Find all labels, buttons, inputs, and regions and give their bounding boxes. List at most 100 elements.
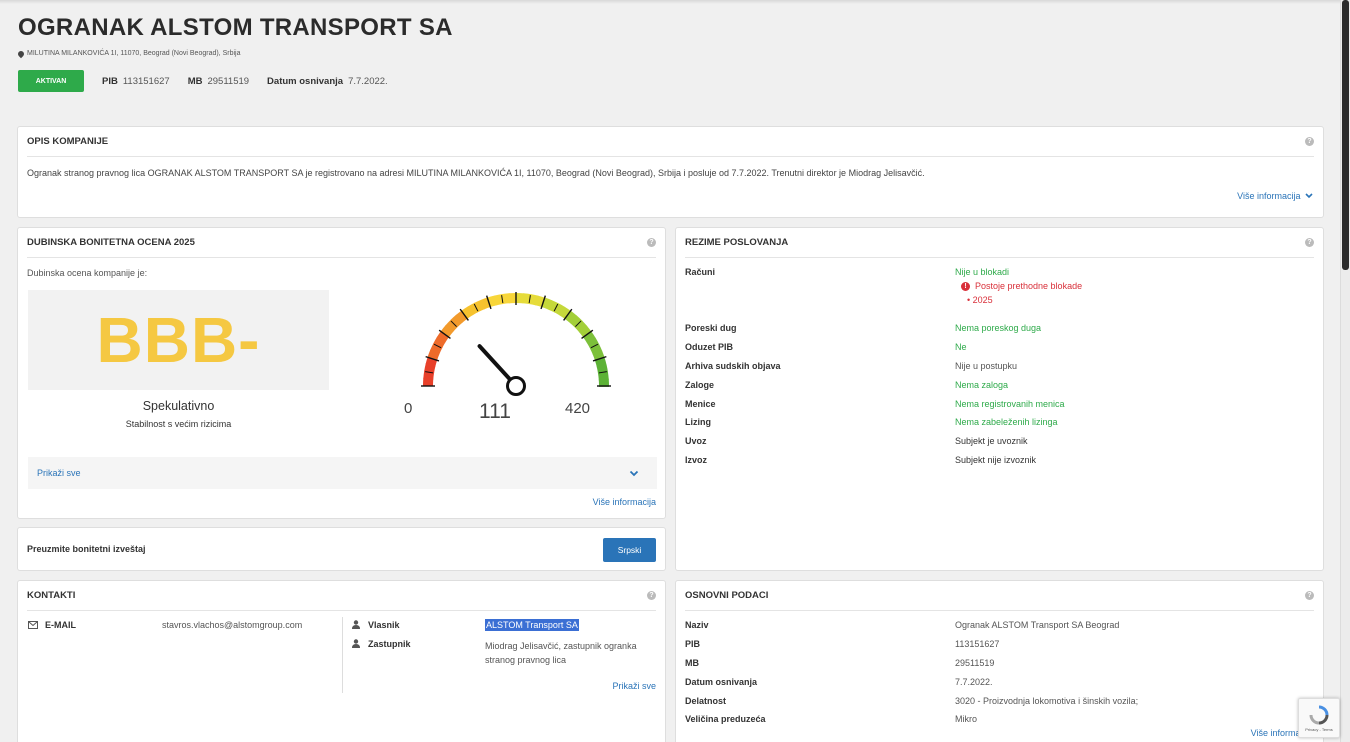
rezime-row-value: Nema zaloga [955, 379, 1009, 390]
gauge-tick [581, 329, 594, 339]
founded-value: 7.7.2022. [348, 75, 388, 87]
top-shadow [0, 0, 1340, 4]
gauge-arc-segment [594, 357, 607, 368]
rezime-row-value: Subjekt nije izvoznik [955, 454, 1037, 465]
osnovni-row-value: 3020 - Proizvodnja lokomotiva i šinskih … [955, 695, 1139, 706]
grade-value: BBB- [96, 304, 261, 376]
rezime-row: Uvoz Subjekt je uvoznik [685, 432, 1315, 451]
gauge-tick [473, 303, 479, 312]
panel-bonitetna-ocena: DUBINSKA BONITETNA OCENA 2025? Dubinska … [17, 227, 666, 519]
gauge-arc-segment [440, 324, 454, 338]
racuni-label: Računi [685, 267, 716, 277]
racuni-value: Nije u blokadi [955, 267, 1010, 277]
osnovni-rows: Naziv Ogranak ALSTOM Transport SA Beograd… [685, 616, 1315, 729]
gauge-tick [459, 308, 469, 321]
show-all-bar[interactable]: Prikaži sve [28, 457, 657, 489]
rezime-row-label: Lizing [685, 417, 711, 428]
osnovni-row-label: PIB [685, 639, 701, 650]
page-scrollbar[interactable] [1340, 0, 1350, 742]
gauge-arc-segment [487, 295, 498, 308]
mb-value: 29511519 [207, 75, 250, 87]
panel-report: Preuzmite bonitetni izveštaj Srpski [17, 527, 666, 571]
help-icon[interactable]: ? [1305, 238, 1314, 247]
help-icon[interactable]: ? [647, 238, 656, 247]
recaptcha-text: Privacy - Terms [1305, 726, 1333, 732]
gauge-tick [590, 343, 599, 349]
gauge-tick [575, 320, 582, 327]
chevron-down-icon [1305, 193, 1313, 199]
opis-more-link[interactable]: Više informacija [1237, 191, 1313, 201]
help-icon[interactable]: ? [1305, 591, 1314, 600]
gauge-arc-segment [589, 343, 603, 356]
zastupnik-label: Zastupnik [368, 639, 411, 649]
osnovni-row-label: Veličina preduzeća [685, 714, 766, 725]
gauge-arc-segment [427, 349, 440, 361]
help-icon[interactable]: ? [1305, 137, 1314, 146]
email-label: E-MAIL [45, 620, 76, 630]
rezime-row-value: Nema poreskog duga [955, 323, 1042, 334]
osnovni-row-value: Ogranak ALSTOM Transport SA Beograd [955, 620, 1120, 631]
mb-label: MB [187, 75, 203, 87]
alert-icon: ! [961, 281, 970, 291]
rezime-row-value: Ne [955, 342, 967, 353]
gauge-arc-segment [541, 297, 553, 310]
rezime-row-label: Poreski dug [685, 323, 737, 334]
gauge-tick [425, 371, 434, 374]
racuni-year: • 2025 [967, 295, 993, 305]
score-gauge [421, 292, 611, 396]
address-text: MILUTINA MILANKOVIĆA 1I, 11070, Beograd … [27, 50, 241, 57]
report-language-button[interactable]: Srpski [603, 538, 656, 562]
rezime-row-value: Nema zabeleženih lizinga [955, 417, 1058, 428]
grade-desc: Stabilnost s većim rizicima [125, 419, 232, 429]
panel-opis-kompanije: OPIS KOMPANIJE? Ogranak stranog pravnog … [17, 126, 1324, 218]
rezime-row-label: Arhiva sudskih objava [685, 360, 781, 371]
recaptcha-badge[interactable]: Privacy - Terms [1298, 698, 1340, 738]
company-title: OGRANAK ALSTOM TRANSPORT SA [18, 14, 453, 41]
rezime-row: Poreski dug Nema poreskog duga [685, 319, 1315, 338]
kontakti-show-all[interactable]: Prikaži sve [612, 681, 656, 691]
vlasnik-label: Vlasnik [368, 620, 400, 630]
gauge-tick [598, 371, 607, 374]
osnovni-row: PIB 113151627 [685, 635, 1315, 654]
rezime-row-label: Zaloge [685, 379, 715, 390]
racuni-year-text: 2025 [972, 295, 993, 305]
panel-kontakti: KONTAKTI? E-MAIL stavros.vlachos@alstomg… [17, 580, 666, 742]
pib-label: PIB [102, 75, 118, 87]
rezime-row-label: Uvoz [685, 436, 707, 447]
founded-label: Datum osnivanja [267, 75, 344, 87]
help-icon[interactable]: ? [647, 591, 656, 600]
rezime-row-value: Subjekt je uvoznik [955, 436, 1028, 447]
racuni-warning-text: Postoje prethodne blokade [975, 281, 1083, 291]
gauge-arc-segment [424, 363, 436, 374]
osnovni-more-link[interactable]: Više informacija [1250, 728, 1314, 738]
rezime-rows: Poreski dug Nema poreskog duga Oduzet PIB N… [685, 319, 1315, 469]
email-value[interactable]: stavros.vlachos@alstomgroup.com [162, 620, 303, 630]
gauge-tick [433, 343, 442, 349]
envelope-icon [28, 621, 38, 629]
rezime-row: Arhiva sudskih objava Nije u postupku [685, 357, 1315, 376]
osnovni-title: OSNOVNI PODACI [685, 590, 769, 601]
report-label: Preuzmite bonitetni izveštaj [27, 544, 146, 554]
gauge-tick [528, 295, 531, 304]
gauge-tick [592, 355, 607, 362]
gauge-arc-segment [433, 336, 446, 349]
vlasnik-value[interactable]: ALSTOM Transport SA [485, 619, 579, 631]
gauge-arc-segment [528, 294, 539, 306]
opis-more-label: Više informacija [1237, 191, 1301, 201]
gauge-arc-segment [501, 293, 511, 305]
gauge-tick [485, 295, 492, 310]
racuni-warning: ! Postoje prethodne blokade [961, 281, 1082, 291]
recaptcha-icon [1309, 705, 1329, 724]
osnovni-row: Naziv Ogranak ALSTOM Transport SA Beograd [685, 616, 1315, 635]
grade-box: BBB- [28, 290, 329, 390]
rezime-row-value: Nije u postupku [955, 360, 1018, 371]
gauge-tick [540, 295, 547, 310]
ocena-more-link[interactable]: Više informacija [592, 497, 656, 507]
gauge-max: 420 [565, 400, 591, 417]
scrollbar-thumb[interactable] [1342, 0, 1349, 270]
gauge-tick [438, 329, 451, 339]
osnovni-row: Delatnost 3020 - Proizvodnja lokomotiva i… [685, 691, 1315, 710]
rezime-row: Menice Nema registrovanih menica [685, 394, 1315, 413]
rezime-title: REZIME POSLOVANJA [685, 237, 789, 248]
osnovni-row-label: Naziv [685, 620, 709, 631]
